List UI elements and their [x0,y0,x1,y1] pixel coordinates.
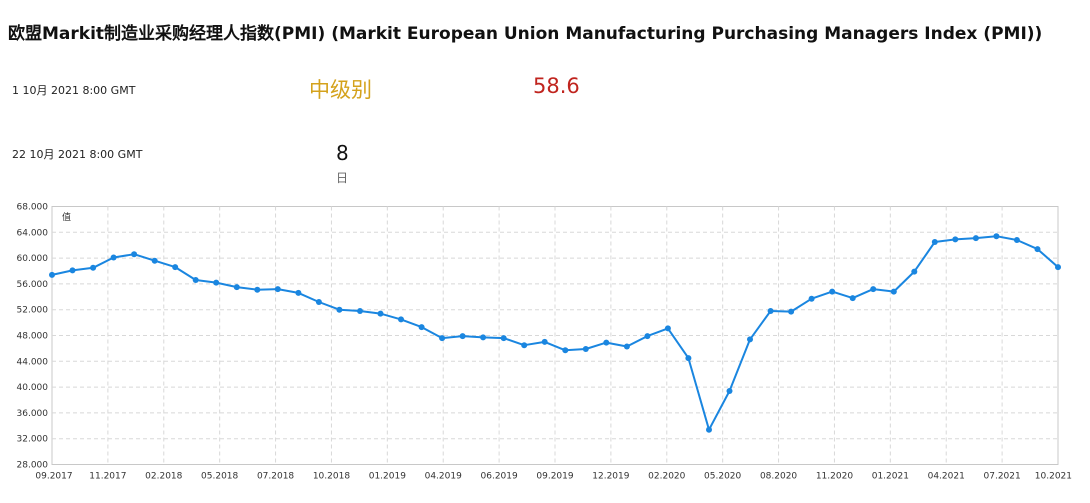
data-points[interactable] [49,233,1061,433]
data-point[interactable] [644,333,651,340]
x-tick-label: 02.2018 [145,472,182,482]
data-point[interactable] [192,277,199,283]
data-point[interactable] [952,236,959,243]
countdown-value: 8 [336,141,349,165]
data-point[interactable] [500,335,507,342]
data-point[interactable] [315,299,322,305]
next-release-date: 22 10月 2021 8:00 GMT [12,148,143,161]
data-point[interactable] [747,336,753,343]
data-point[interactable] [398,316,404,323]
data-point[interactable] [295,289,302,296]
data-point[interactable] [377,310,384,317]
x-tick-label: 09.2019 [536,472,573,482]
data-point[interactable] [213,279,220,286]
x-tick-label: 07.2018 [257,472,294,482]
x-tick-label: 04.2021 [928,472,965,482]
data-point[interactable] [131,251,138,258]
y-tick-label: 32.000 [17,435,49,445]
data-point[interactable] [151,257,158,264]
pmi-line-chart[interactable]: 68.000 64.000 60.000 56.000 52.000 48.000 44.0… [0,196,1090,503]
data-point[interactable] [357,308,363,314]
x-tick-label: 12.2019 [592,472,629,482]
data-point[interactable] [418,324,425,331]
data-point[interactable] [562,347,569,354]
data-point[interactable] [685,355,692,362]
data-point[interactable] [870,286,877,293]
data-point[interactable] [582,346,589,352]
x-tick-label: 11.2017 [89,472,126,482]
y-axis-label: 值 [62,211,71,223]
x-tick-label: 09.2017 [35,472,72,482]
x-tick-label: 02.2020 [648,472,685,482]
page-title: 欧盟Markit制造业采购经理人指数(PMI) (Markit European… [8,24,1043,44]
x-tick-label: 05.2018 [201,472,238,482]
data-point[interactable] [69,267,76,274]
data-point[interactable] [521,342,528,349]
data-point[interactable] [603,339,610,346]
data-point[interactable] [931,239,938,245]
data-point[interactable] [49,271,55,278]
x-tick-label: 08.2020 [760,472,797,482]
data-point[interactable] [480,334,487,341]
data-point[interactable] [254,286,261,293]
data-point[interactable] [788,308,795,315]
x-tick-label: 05.2020 [704,472,741,482]
x-tick-label: 01.2019 [369,472,406,482]
data-point[interactable] [336,306,343,313]
y-axis-ticks: 68.000 64.000 60.000 56.000 52.000 48.000 44.0… [17,203,49,471]
data-point[interactable] [172,264,179,271]
data-point[interactable] [1013,237,1020,243]
data-point[interactable] [972,235,979,242]
y-tick-label: 28.000 [17,461,49,471]
x-tick-label: 01.2021 [872,472,909,482]
data-point[interactable] [541,338,548,345]
data-point[interactable] [439,335,446,342]
x-tick-label: 04.2019 [425,472,462,482]
data-point[interactable] [664,325,671,332]
y-tick-label: 64.000 [17,228,49,238]
grid-lines [52,206,1058,465]
data-point[interactable] [623,343,630,350]
x-tick-label: 06.2019 [481,472,518,482]
data-point[interactable] [993,233,1000,240]
y-tick-label: 56.000 [17,280,49,290]
data-point[interactable] [274,286,281,293]
data-point[interactable] [1034,246,1041,253]
data-point[interactable] [829,288,836,295]
y-tick-label: 40.000 [17,383,49,393]
x-tick-label: 10.2021 [1035,472,1072,482]
series-line [51,235,1059,431]
data-point[interactable] [911,268,918,275]
y-tick-label: 48.000 [17,332,49,342]
data-point[interactable] [459,333,466,340]
data-point[interactable] [849,295,856,302]
data-point[interactable] [110,254,117,261]
importance-label: 中级别 [309,78,372,102]
data-point[interactable] [890,288,897,295]
y-tick-label: 44.000 [17,357,49,367]
y-tick-label: 52.000 [17,306,49,316]
data-point[interactable] [726,388,733,394]
y-tick-label: 60.000 [17,254,49,264]
y-tick-label: 68.000 [17,203,49,213]
data-point[interactable] [1055,264,1061,271]
data-point[interactable] [808,295,815,302]
x-tick-label: 11.2020 [816,472,853,482]
data-point[interactable] [706,426,712,433]
x-axis-ticks: 09.2017 11.2017 02.2018 05.2018 07.2018 10.20… [35,472,1072,482]
actual-value: 58.6 [533,74,580,98]
data-point[interactable] [233,284,240,291]
release-date: 1 10月 2021 8:00 GMT [12,84,136,97]
y-tick-label: 36.000 [17,409,49,419]
data-point[interactable] [90,264,97,271]
countdown-unit: 日 [336,171,349,185]
data-point[interactable] [767,308,774,314]
x-tick-label: 10.2018 [313,472,350,482]
x-tick-label: 07.2021 [984,472,1021,482]
